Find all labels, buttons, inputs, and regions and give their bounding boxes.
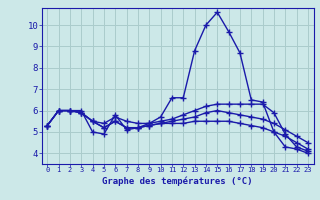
X-axis label: Graphe des températures (°C): Graphe des températures (°C) [102,176,253,186]
